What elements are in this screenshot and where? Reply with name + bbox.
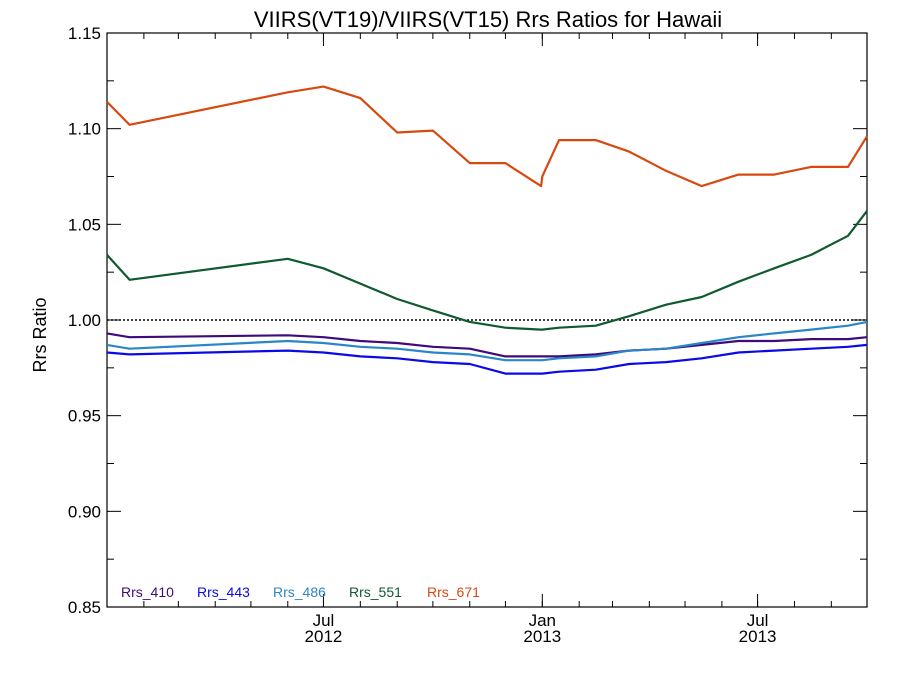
y-axis-label: Rrs Ratio bbox=[30, 297, 50, 372]
x-tick-label: Jul bbox=[747, 611, 769, 630]
y-tick-labels: 0.85 0.90 0.95 1.00 1.05 1.10 1.15 bbox=[68, 24, 101, 617]
y-tick-label: 1.05 bbox=[68, 215, 101, 234]
y-tick-label: 0.95 bbox=[68, 407, 101, 426]
series-line-rrs-443 bbox=[106, 343, 868, 375]
y-tick-label: 1.10 bbox=[68, 120, 101, 139]
legend-item-rrs-671: Rrs_671 bbox=[427, 584, 480, 600]
x-tick-label: 2012 bbox=[305, 627, 343, 646]
chart-title: VIIRS(VT19)/VIIRS(VT15) Rrs Ratios for H… bbox=[254, 7, 722, 32]
y-tick-label: 1.00 bbox=[68, 311, 101, 330]
x-tick-label: 2013 bbox=[523, 627, 561, 646]
legend-item-rrs-486: Rrs_486 bbox=[273, 584, 326, 600]
series-line-rrs-410 bbox=[106, 332, 868, 358]
legend: Rrs_410 Rrs_443 Rrs_486 Rrs_551 Rrs_671 bbox=[121, 584, 480, 600]
y-tick-label: 1.15 bbox=[68, 24, 101, 43]
y-tick-label: 0.90 bbox=[68, 502, 101, 521]
series-line-rrs-671 bbox=[106, 85, 868, 188]
x-tick-label: 2013 bbox=[739, 627, 777, 646]
y-tick-label: 0.85 bbox=[68, 598, 101, 617]
legend-item-rrs-443: Rrs_443 bbox=[197, 584, 250, 600]
series-line-rrs-486 bbox=[106, 320, 868, 362]
series-lines bbox=[106, 85, 868, 375]
legend-item-rrs-551: Rrs_551 bbox=[349, 584, 402, 600]
x-tick-label: Jul bbox=[313, 611, 335, 630]
axis-ticks bbox=[107, 32, 867, 608]
x-tick-label: Jan bbox=[529, 611, 556, 630]
series-line-rrs-551 bbox=[106, 210, 868, 331]
legend-item-rrs-410: Rrs_410 bbox=[121, 584, 174, 600]
